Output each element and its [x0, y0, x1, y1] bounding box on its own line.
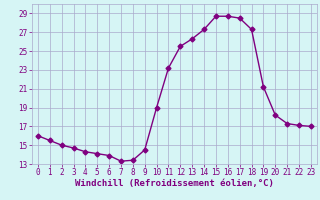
X-axis label: Windchill (Refroidissement éolien,°C): Windchill (Refroidissement éolien,°C) — [75, 179, 274, 188]
